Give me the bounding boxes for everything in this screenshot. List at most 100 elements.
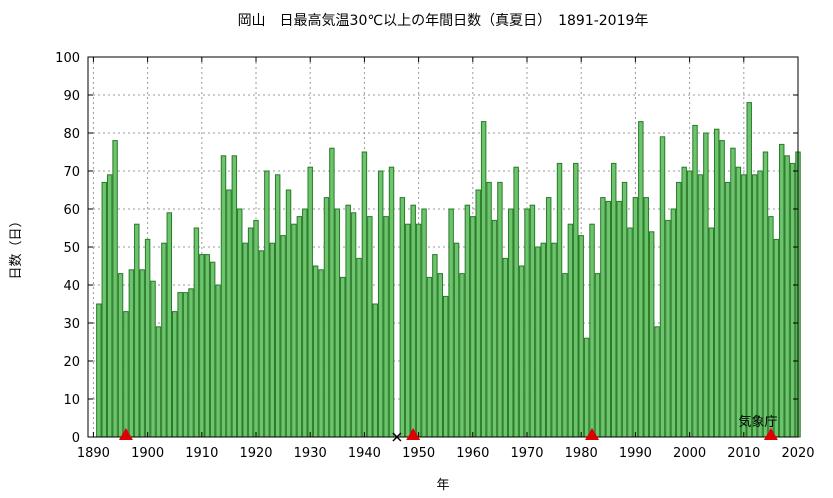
bar-1986 xyxy=(611,162,617,438)
bar-1928 xyxy=(296,216,303,438)
axis-ticks: 0 10 20 30 40 50 60 70 80 90 100 1890 1900 1910 1920 19… xyxy=(55,51,814,461)
bar-1934 xyxy=(329,147,335,438)
bar-2005 xyxy=(713,128,720,438)
bar-1978 xyxy=(567,223,574,438)
bar-1981 xyxy=(583,337,590,438)
x-tick-label: 1920 xyxy=(239,446,272,461)
bar-1960 xyxy=(470,216,476,438)
x-tick-label: 2010 xyxy=(727,446,760,461)
bar-1987 xyxy=(616,200,622,438)
bar-1952 xyxy=(426,276,433,438)
bar-2000 xyxy=(686,170,693,438)
bar-2006 xyxy=(719,140,725,438)
bar-1976 xyxy=(556,162,563,438)
bar-1924 xyxy=(274,174,281,438)
x-tick-label: 1900 xyxy=(131,446,164,461)
bar-1937 xyxy=(345,204,351,438)
x-tick-label: 1980 xyxy=(565,446,598,461)
y-tick-label: 40 xyxy=(63,279,80,294)
bar-1917 xyxy=(237,208,243,438)
y-tick-label: 50 xyxy=(63,241,80,256)
bar-1975 xyxy=(551,242,557,438)
bar-1988 xyxy=(621,181,628,438)
chart-title: 岡山 日最高気温30℃以上の年間日数（真夏日） 1891-2019年 xyxy=(238,12,649,29)
bar-2016 xyxy=(773,238,780,438)
bar-1926 xyxy=(285,189,292,438)
y-tick-label: 90 xyxy=(63,89,80,104)
bar-1904 xyxy=(166,212,173,438)
bar-1974 xyxy=(545,197,552,438)
bar-1900 xyxy=(144,238,151,438)
bar-1933 xyxy=(323,197,330,438)
bar-2019 xyxy=(789,162,796,438)
bar-1967 xyxy=(508,208,514,438)
bar-1923 xyxy=(269,242,275,438)
bar-2018 xyxy=(784,155,790,438)
bar-1982 xyxy=(589,223,595,438)
x-tick-label: 1990 xyxy=(619,446,652,461)
bar-1980 xyxy=(578,235,584,438)
bar-1972 xyxy=(535,246,541,438)
station-change-marker xyxy=(406,428,421,440)
x-tick-label: 1890 xyxy=(77,446,110,461)
bar-1922 xyxy=(264,170,270,438)
bar-1992 xyxy=(643,197,649,438)
station-change-marker xyxy=(763,428,778,440)
y-tick-label: 70 xyxy=(63,165,80,180)
missing-data-marker-stroke xyxy=(392,432,402,442)
bar-1927 xyxy=(291,223,297,438)
bar-2011 xyxy=(746,102,752,438)
bar-2012 xyxy=(751,174,758,438)
bar-2008 xyxy=(730,147,736,438)
bar-1968 xyxy=(513,166,519,438)
bar-1969 xyxy=(518,265,525,438)
bar-1895 xyxy=(117,273,124,438)
bar-1894 xyxy=(112,140,118,438)
bar-1935 xyxy=(334,208,341,438)
bar-1994 xyxy=(654,326,660,438)
bar-1910 xyxy=(199,254,205,438)
bar-1993 xyxy=(648,231,655,438)
bar-1948 xyxy=(405,223,411,438)
bar-1963 xyxy=(486,181,492,438)
bar-1908 xyxy=(188,288,194,438)
x-tick-label: 1970 xyxy=(510,446,543,461)
y-tick-label: 60 xyxy=(63,203,80,218)
x-axis-title: 年 xyxy=(436,478,449,493)
y-tick-label: 100 xyxy=(55,51,80,66)
bar-1957 xyxy=(453,242,460,438)
markers xyxy=(118,428,778,442)
source-label: 気象庁 xyxy=(738,414,777,430)
bar-1939 xyxy=(356,257,362,438)
bar-1891 xyxy=(96,303,102,438)
bar-2009 xyxy=(735,166,742,438)
bar-1973 xyxy=(540,242,546,438)
bar-2013 xyxy=(757,170,763,438)
bar-1902 xyxy=(155,326,162,438)
bar-2017 xyxy=(779,143,785,438)
bar-1898 xyxy=(134,223,140,438)
bar-1911 xyxy=(204,254,210,438)
x-tick-label: 2000 xyxy=(673,446,706,461)
bar-1951 xyxy=(421,208,427,438)
bar-1931 xyxy=(312,265,319,438)
bar-1965 xyxy=(497,181,503,438)
bar-1958 xyxy=(459,273,465,438)
bar-1997 xyxy=(670,208,677,438)
bar-2007 xyxy=(724,181,731,438)
bar-1964 xyxy=(491,219,498,438)
bar-1899 xyxy=(139,269,145,438)
bar-1913 xyxy=(215,284,221,438)
y-tick-label: 0 xyxy=(72,431,80,446)
bar-1971 xyxy=(529,204,536,438)
x-tick-label: 1910 xyxy=(185,446,218,461)
x-tick-label: 1950 xyxy=(402,446,435,461)
bar-2001 xyxy=(692,124,698,438)
bar-1956 xyxy=(448,208,454,438)
bar-1954 xyxy=(437,273,444,438)
bar-1996 xyxy=(665,219,671,438)
bar-1979 xyxy=(573,162,579,438)
y-tick-label: 80 xyxy=(63,127,80,142)
bar-1940 xyxy=(361,151,368,438)
bar-1921 xyxy=(258,250,265,438)
